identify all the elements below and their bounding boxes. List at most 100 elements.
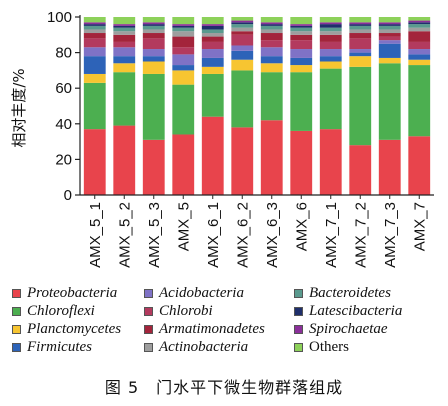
legend-item: Armatimonadetes xyxy=(144,320,265,338)
bar-segment xyxy=(260,24,283,26)
x-tick-label: AMX_5_2 xyxy=(116,202,133,268)
bar-segment xyxy=(378,139,401,195)
bar-segment xyxy=(378,29,401,34)
bar-segment xyxy=(172,31,195,37)
bar-segment xyxy=(260,33,283,41)
bar-segment xyxy=(319,129,342,195)
bar-segment xyxy=(319,24,342,28)
bar-segment xyxy=(319,68,342,130)
bar-segment xyxy=(319,34,342,42)
legend-label: Others xyxy=(309,338,349,355)
bar-segment xyxy=(83,29,106,34)
bar-segment xyxy=(319,61,342,69)
legend-item: Others xyxy=(294,338,349,356)
bar-segment xyxy=(290,24,313,26)
bar-segment xyxy=(201,24,224,26)
legend-label: Proteobacteria xyxy=(27,284,118,301)
legend-item: Latescibacteria xyxy=(294,302,402,320)
bar-segment xyxy=(349,29,372,34)
legend-label: Chloroflexi xyxy=(27,302,95,319)
bar-segment xyxy=(349,17,372,23)
figure-caption: 图 5 门水平下微生物群落组成 xyxy=(104,378,344,397)
bar-segment xyxy=(231,59,254,71)
bar-segment xyxy=(319,41,342,50)
bar-segment xyxy=(231,22,254,25)
bar-segment xyxy=(201,66,224,74)
bar-segment xyxy=(113,72,136,126)
legend-item: Proteobacteria xyxy=(12,284,117,302)
bar-segment xyxy=(408,65,431,137)
bar-segment xyxy=(290,17,313,25)
bar-segment xyxy=(142,73,165,140)
bar-segment xyxy=(349,49,372,53)
stacked-bar-chart: 0 20 40 60 80 100 AMX_5_1 AMX_5_2 AMX_5_3 AMX_5 AM… xyxy=(10,9,434,268)
bar-segment xyxy=(113,17,136,25)
bar-segment xyxy=(172,47,195,55)
bar-segment xyxy=(142,24,165,26)
bar-segment xyxy=(142,38,165,50)
bar-segment xyxy=(113,56,136,64)
bar-segment xyxy=(113,27,136,32)
x-tick-label: AMX_7 xyxy=(411,202,428,251)
bar-segment xyxy=(378,25,401,30)
legend-item: Chlorobi xyxy=(144,302,213,320)
bar-segment xyxy=(113,24,136,26)
legend-swatch xyxy=(294,306,303,316)
bar-segment xyxy=(172,84,195,135)
bar-segment xyxy=(142,49,165,57)
bar-segment xyxy=(319,49,342,57)
bar-segment xyxy=(201,25,224,30)
legend-item: Spirochaetae xyxy=(294,320,388,338)
bar-segment xyxy=(378,57,401,64)
bar-segment xyxy=(378,40,401,44)
legend-swatch xyxy=(294,342,303,352)
bar-segment xyxy=(290,31,313,35)
bar-segment xyxy=(319,31,342,35)
bar-segment xyxy=(113,25,136,28)
bar-segment xyxy=(290,40,313,50)
x-tick-label: AMX_6 xyxy=(293,202,310,251)
legend-item: Acidobacteria xyxy=(144,284,244,302)
bar-segment xyxy=(319,56,342,62)
bar-segment xyxy=(260,63,283,73)
bar-segment xyxy=(172,17,195,25)
bar-segment xyxy=(378,43,401,58)
bar-segment xyxy=(231,17,254,21)
bar-segment xyxy=(319,17,342,23)
x-tick-label: AMX_7_2 xyxy=(352,202,369,268)
bar-segment xyxy=(113,31,136,35)
bar-segment xyxy=(349,24,372,26)
y-tick-label: 40 xyxy=(55,116,72,133)
bar-segment xyxy=(83,56,106,74)
x-tick-label: AMX_5_1 xyxy=(87,202,104,268)
bar-segment xyxy=(378,24,401,26)
bar-segment xyxy=(231,20,254,23)
bar-segment xyxy=(260,47,283,57)
legend-item: Actinobacteria xyxy=(144,338,248,356)
bar-segment xyxy=(408,41,431,50)
x-tick-label: AMX_6_3 xyxy=(264,202,281,268)
bar-segment xyxy=(408,17,431,21)
bar-segment xyxy=(378,36,401,41)
legend-label: Bacteroidetes xyxy=(309,284,391,301)
bar-segment xyxy=(83,129,106,195)
bar-segment xyxy=(142,22,165,25)
bar-segment xyxy=(172,27,195,32)
bar-segment xyxy=(231,31,254,35)
x-tick-label: AMX_6_1 xyxy=(205,202,222,268)
bar-segment xyxy=(408,20,431,23)
x-tick-label: AMX_5_3 xyxy=(146,202,163,268)
bar-segment xyxy=(113,47,136,57)
bar-segment xyxy=(201,33,224,37)
bar-segment xyxy=(349,52,372,57)
axes-layer: 0 20 40 60 80 100 AMX_5_1 AMX_5_2 AMX_5_3 AMX_5 AM… xyxy=(47,9,434,268)
bar-segment xyxy=(83,33,106,39)
bar-segment xyxy=(408,31,431,42)
y-tick-label: 60 xyxy=(55,80,72,97)
bar-segment xyxy=(319,27,342,32)
x-tick-label: AMX_5 xyxy=(175,202,192,251)
bar-segment xyxy=(260,17,283,23)
bar-segment xyxy=(113,63,136,73)
bar-segment xyxy=(378,33,401,37)
bar-segment xyxy=(349,33,372,39)
